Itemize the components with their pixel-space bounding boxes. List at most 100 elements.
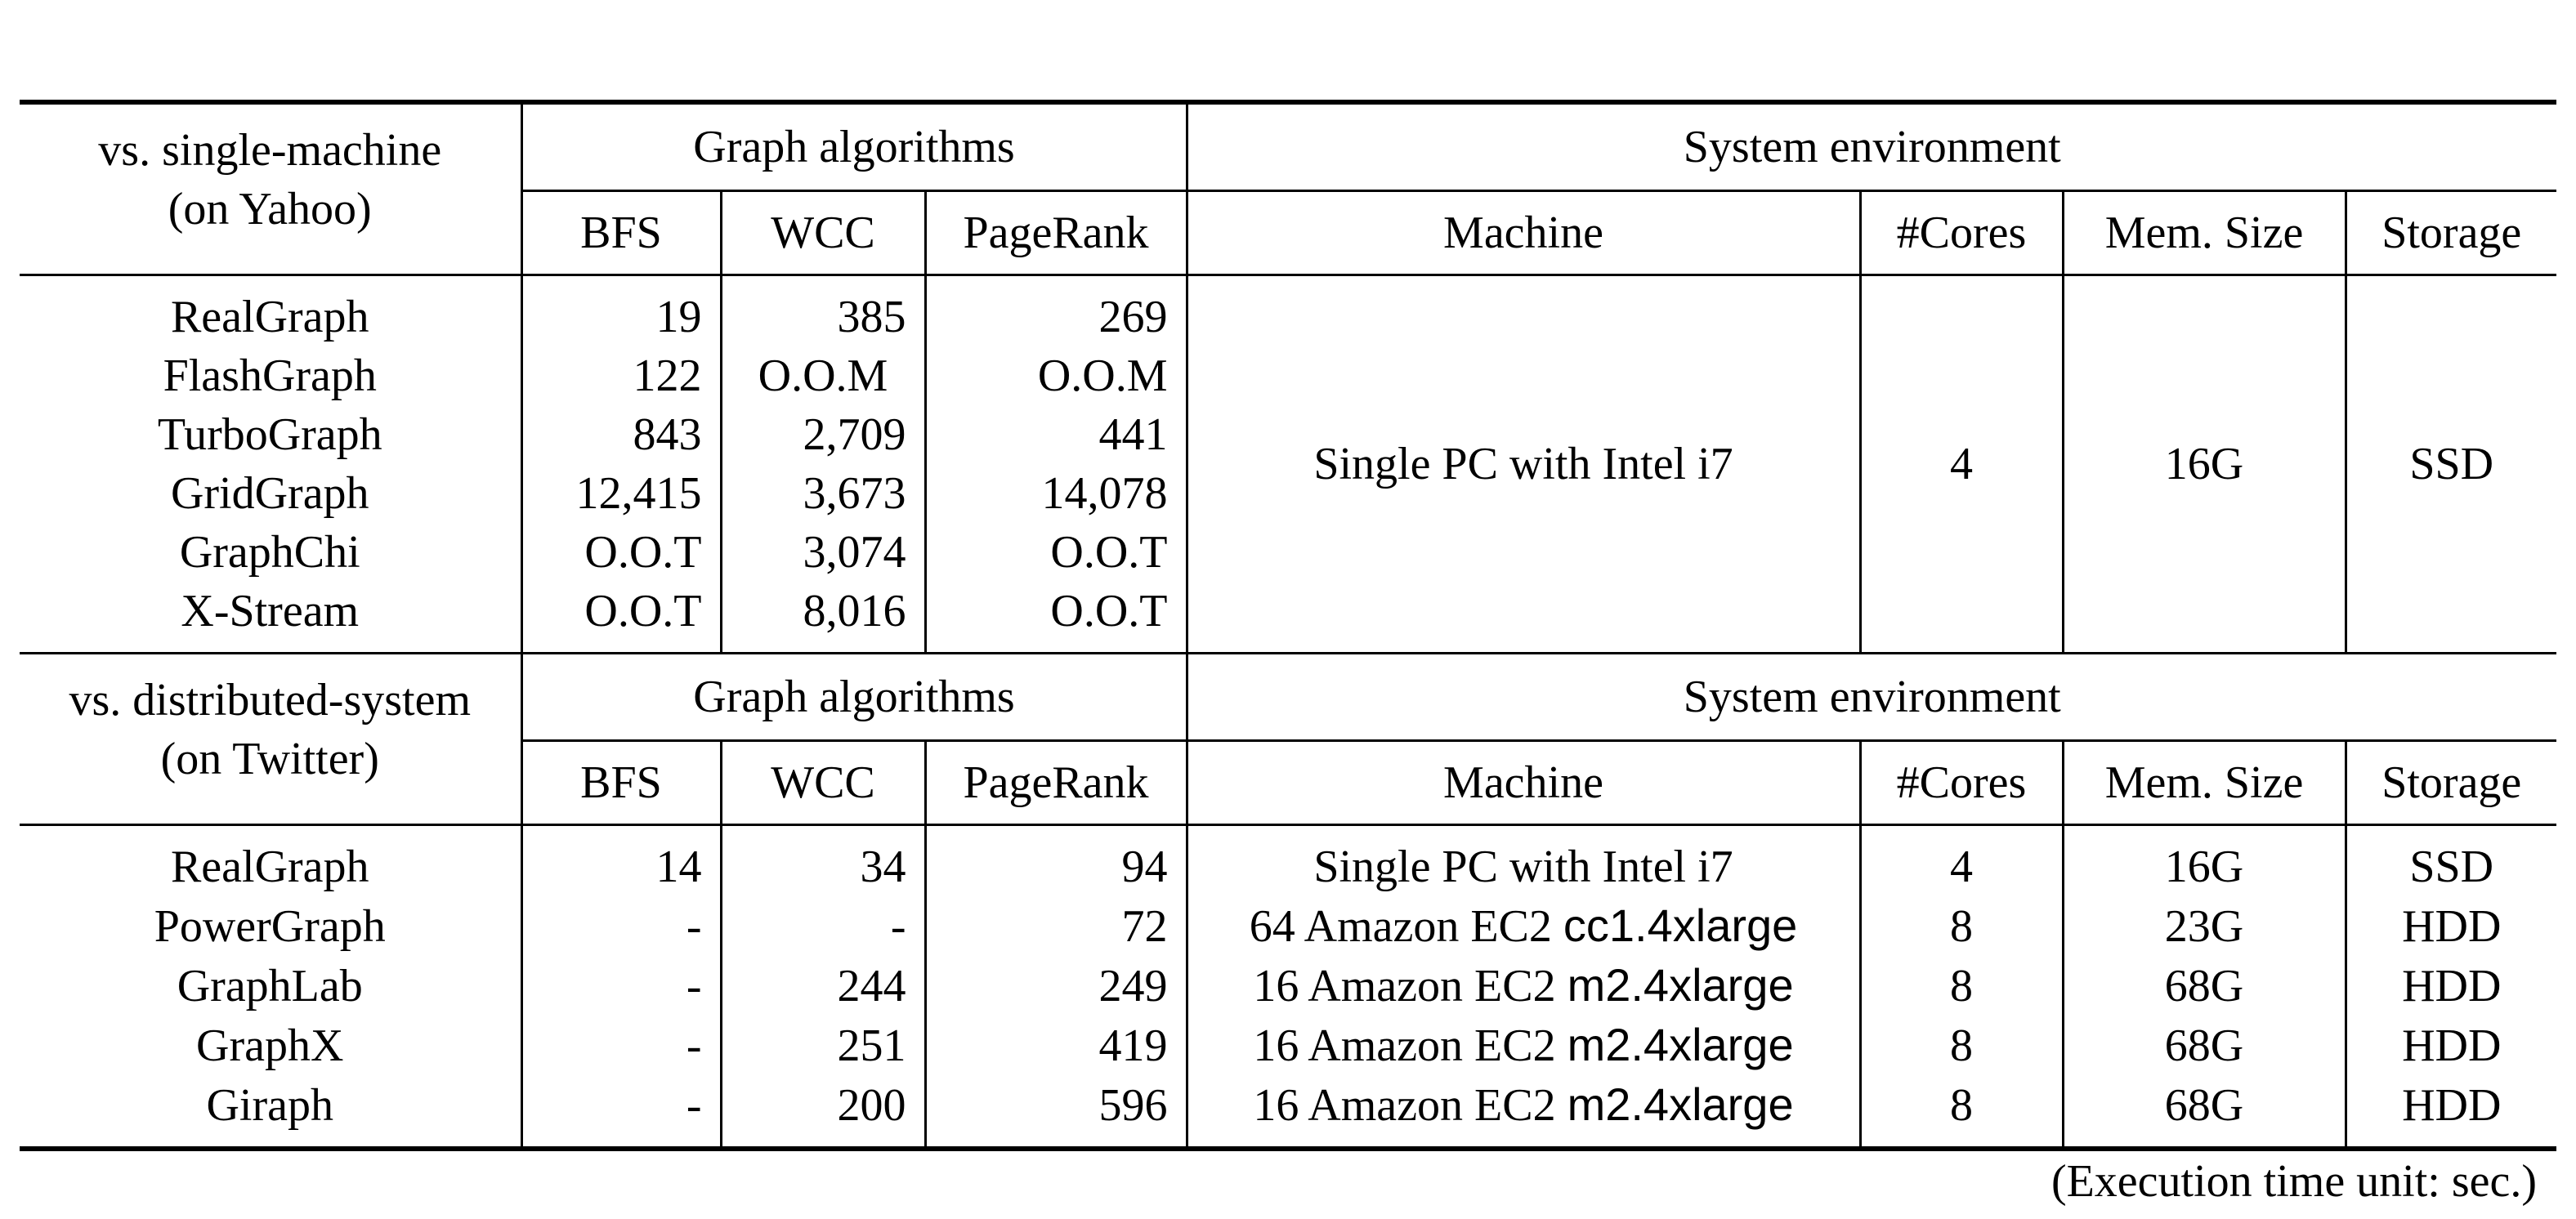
wcc-value: 244 xyxy=(721,956,927,1016)
table-row: GraphX - 251 419 16 Amazon EC2 m2.4xlarg… xyxy=(20,1016,2556,1075)
col-header-mem: Mem. Size xyxy=(2063,190,2347,275)
bfs-value: 12,415 xyxy=(521,464,722,523)
cores-value: 8 xyxy=(1860,956,2064,1016)
env-machine: Single PC with Intel i7 xyxy=(1187,274,1862,654)
col-header-storage: Storage xyxy=(2346,190,2557,275)
wcc-value: 251 xyxy=(721,1016,927,1075)
bfs-value: 19 xyxy=(521,274,722,346)
storage-value: HDD xyxy=(2402,900,2502,952)
table-row: FlashGraph 122 O.O.M O.O.M xyxy=(20,346,2556,405)
wcc-value: O.O.M xyxy=(721,346,927,405)
cores-value: 4 xyxy=(1860,824,2064,896)
col-header-pagerank: PageRank xyxy=(925,190,1188,275)
machine-type: m2.4xlarge xyxy=(1567,1019,1794,1070)
col-header-storage: Storage xyxy=(2346,739,2557,825)
section1-algorithms-group-header: Graph algorithms xyxy=(521,100,1188,191)
pagerank-value: 419 xyxy=(925,1016,1188,1075)
pagerank-value: 94 xyxy=(925,824,1188,896)
section2-system-group-header: System environment xyxy=(1187,652,2557,741)
system-name: Giraph xyxy=(20,1075,523,1151)
system-name: X-Stream xyxy=(20,582,523,654)
section2-title-line2: (on Twitter) xyxy=(160,734,379,784)
machine-prefix: Single PC with Intel i7 xyxy=(1313,842,1733,892)
mem-value: 68G xyxy=(2063,956,2347,1016)
system-name: GridGraph xyxy=(20,464,523,523)
storage-value: HDD xyxy=(2402,1020,2502,1071)
col-header-bfs: BFS xyxy=(521,190,722,275)
table-row: Giraph - 200 596 16 Amazon EC2 m2.4xlarg… xyxy=(20,1075,2557,1151)
cores-value: 8 xyxy=(1860,1075,2064,1151)
machine-prefix: 16 Amazon EC2 xyxy=(1253,1020,1556,1071)
machine-value: Single PC with Intel i7 xyxy=(1187,824,1862,896)
wcc-value: - xyxy=(721,896,927,956)
bfs-value: - xyxy=(521,1016,722,1075)
env-storage: SSD xyxy=(2346,274,2557,654)
env-mem: 16G xyxy=(2063,274,2347,654)
env-cores: 4 xyxy=(1860,274,2064,654)
wcc-value: 8,016 xyxy=(721,582,927,654)
storage-value: SSD xyxy=(2346,824,2557,896)
system-name: RealGraph xyxy=(20,274,523,346)
pagerank-value: 249 xyxy=(925,956,1188,1016)
wcc-value: 2,709 xyxy=(721,405,927,464)
bfs-value: 122 xyxy=(521,346,722,405)
wcc-value: 3,673 xyxy=(721,464,927,523)
system-name: RealGraph xyxy=(20,824,523,896)
results-table-container: vs. single-machine (on Yahoo) Graph algo… xyxy=(20,100,2557,1151)
bfs-value: - xyxy=(521,1075,722,1151)
pagerank-value: 441 xyxy=(925,405,1188,464)
section2-title-line1: vs. distributed-system xyxy=(69,675,472,726)
system-name: GraphChi xyxy=(20,523,523,582)
table-row: GraphLab - 244 249 16 Amazon EC2 m2.4xla… xyxy=(20,956,2556,1016)
section1-title-line1: vs. single-machine xyxy=(98,125,442,176)
system-name: PowerGraph xyxy=(20,896,523,956)
section1-header-row2: BFS WCC PageRank Machine #Cores Mem. Siz… xyxy=(20,190,2557,275)
bfs-value: - xyxy=(521,896,722,956)
col-header-wcc: WCC xyxy=(721,739,927,825)
col-header-mem: Mem. Size xyxy=(2063,739,2347,825)
section2-title: vs. distributed-system (on Twitter) xyxy=(20,652,523,825)
machine-type: m2.4xlarge xyxy=(1567,1078,1794,1130)
section1-system-group-header: System environment xyxy=(1187,100,2557,191)
machine-prefix: 64 Amazon EC2 xyxy=(1249,901,1552,952)
machine-prefix: 16 Amazon EC2 xyxy=(1253,1080,1556,1131)
table-row: X-Stream O.O.T 8,016 O.O.T xyxy=(20,582,2556,654)
table-row: GraphChi O.O.T 3,074 O.O.T xyxy=(20,523,2556,582)
col-header-cores: #Cores xyxy=(1860,190,2064,275)
cores-value: 8 xyxy=(1860,1016,2064,1075)
bfs-value: 843 xyxy=(521,405,722,464)
wcc-value: 385 xyxy=(721,274,927,346)
wcc-value: 200 xyxy=(721,1075,927,1151)
bfs-value: O.O.T xyxy=(521,582,722,654)
machine-value: 16 Amazon EC2 m2.4xlarge xyxy=(1187,1016,1862,1075)
system-name: TurboGraph xyxy=(20,405,523,464)
section2-algorithms-group-header: Graph algorithms xyxy=(521,652,1188,741)
mem-value: 68G xyxy=(2063,1075,2347,1151)
machine-type: cc1.4xlarge xyxy=(1563,900,1798,951)
pagerank-value: O.O.M xyxy=(925,346,1188,405)
pagerank-value: 269 xyxy=(925,274,1188,346)
machine-type: m2.4xlarge xyxy=(1567,959,1794,1011)
machine-value: 64 Amazon EC2 cc1.4xlarge xyxy=(1187,896,1862,956)
bfs-value: O.O.T xyxy=(521,523,722,582)
table-row: TurboGraph 843 2,709 441 xyxy=(20,405,2556,464)
pagerank-value: 596 xyxy=(925,1075,1188,1151)
col-header-machine: Machine xyxy=(1187,190,1862,275)
pagerank-value: O.O.T xyxy=(925,523,1188,582)
section1-title-line2: (on Yahoo) xyxy=(168,184,372,234)
storage-value: HDD xyxy=(2346,1075,2557,1151)
col-header-wcc: WCC xyxy=(721,190,927,275)
pagerank-value: O.O.T xyxy=(925,582,1188,654)
bfs-value: 14 xyxy=(521,824,722,896)
machine-prefix: 16 Amazon EC2 xyxy=(1253,961,1556,1011)
table-row: RealGraph 19 385 269 Single PC with Inte… xyxy=(20,274,2557,654)
storage-value: HDD xyxy=(2402,960,2502,1011)
pagerank-value: 14,078 xyxy=(925,464,1188,523)
cores-value: 8 xyxy=(1860,896,2064,956)
wcc-value: 34 xyxy=(721,824,927,896)
mem-value: 16G xyxy=(2063,824,2347,896)
mem-value: 23G xyxy=(2063,896,2347,956)
table-row: PowerGraph - - 72 64 Amazon EC2 cc1.4xla… xyxy=(20,896,2556,956)
col-header-cores: #Cores xyxy=(1860,739,2064,825)
section2-header-row2: BFS WCC PageRank Machine #Cores Mem. Siz… xyxy=(20,739,2557,825)
